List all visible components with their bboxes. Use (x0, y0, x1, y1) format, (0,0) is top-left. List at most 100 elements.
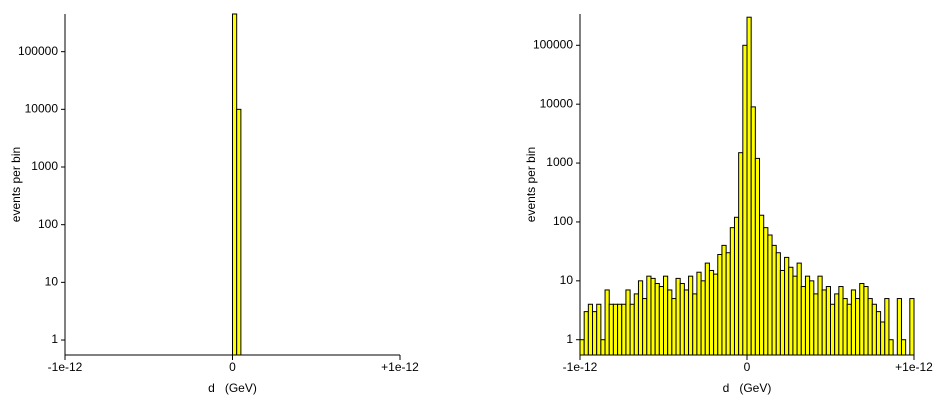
histogram-bar (875, 311, 882, 356)
y-tick-label: 100000 (18, 44, 58, 58)
histogram-bar (900, 339, 907, 356)
histogram-bar (625, 289, 631, 356)
histogram-bar (236, 108, 242, 356)
x-tick-label: 0 (744, 360, 751, 374)
y-tick-label: 1000 (31, 159, 58, 173)
histogram-bar (725, 252, 731, 356)
histogram-bar (717, 253, 723, 356)
histogram-bar (796, 262, 802, 356)
histogram-bar (871, 303, 877, 356)
histogram-bar (629, 303, 635, 356)
histogram-bar (583, 311, 589, 356)
histogram-bar (704, 262, 710, 356)
histogram-bar (608, 303, 614, 356)
histogram-bar (596, 303, 602, 356)
histogram-bar (809, 280, 815, 356)
y-tick-label: 100 (38, 217, 58, 231)
y-tick-label: 1 (51, 332, 58, 346)
x-axis-label: d (GeV) (723, 381, 772, 395)
histogram-bar (637, 280, 644, 356)
histogram-bar (779, 269, 786, 356)
y-tick-label: 100 (553, 214, 573, 228)
histogram-bar (232, 13, 238, 356)
histogram-bar (683, 289, 690, 356)
histogram-bar (633, 293, 639, 356)
histogram-bar (834, 293, 840, 356)
histogram-bar (821, 289, 827, 356)
histogram-bar (738, 152, 744, 356)
histogram-bar (604, 289, 610, 356)
histogram-bar (888, 339, 894, 356)
y-tick-label: 1000 (546, 155, 573, 169)
y-tick-label: 10 (560, 273, 574, 287)
histogram-bar (729, 227, 735, 356)
x-tick-label: +1e-12 (381, 360, 419, 374)
histogram-bar (587, 303, 594, 356)
histogram-bar (708, 269, 715, 356)
histogram-bar (579, 339, 585, 356)
x-tick-label: -1e-12 (48, 360, 83, 374)
y-tick-label: 100000 (533, 37, 573, 51)
y-tick-label: 10000 (25, 102, 59, 116)
histogram-bar (721, 244, 727, 356)
x-tick-label: 0 (229, 360, 236, 374)
x-axis-label: d (GeV) (208, 381, 257, 395)
histogram-bar (750, 106, 756, 356)
histogram-bar (767, 234, 773, 356)
y-tick-label: 10000 (540, 96, 574, 110)
histogram-bar (863, 286, 869, 356)
y-axis-label: events per bin (524, 147, 538, 222)
histogram-bar (663, 275, 669, 356)
y-tick-label: 10 (45, 275, 59, 289)
histogram-bar (788, 266, 794, 356)
histogram-bar (675, 277, 681, 356)
histogram-bar (842, 298, 848, 356)
histogram-bar (646, 275, 652, 356)
histogram-bar (692, 293, 698, 356)
histogram-bar (855, 298, 861, 356)
histogram-bar (800, 286, 806, 356)
histogram-bar (742, 44, 748, 356)
histogram-bar (700, 280, 706, 356)
histogram-bar (642, 298, 648, 356)
x-tick-label: -1e-12 (563, 360, 598, 374)
histogram-bar (600, 339, 606, 356)
histogram-bar (867, 298, 873, 356)
histogram-bar (909, 298, 915, 356)
histogram-bar (850, 289, 857, 356)
histogram-bar (884, 298, 890, 356)
histogram-bar (688, 275, 694, 356)
histogram-bar (817, 275, 823, 356)
histogram-bar (804, 275, 811, 356)
histogram-bar (775, 252, 781, 356)
histogram-bar (592, 311, 598, 356)
histogram-bar (754, 157, 761, 356)
histogram-bar (896, 298, 902, 356)
histogram-bar (671, 298, 677, 356)
histogram-bar (667, 289, 673, 356)
histogram-bar (792, 275, 798, 356)
y-axis-label: events per bin (9, 147, 23, 222)
histogram-bar (713, 273, 719, 356)
histogram-bar (771, 244, 777, 356)
histogram-bar (859, 283, 865, 356)
histogram-bar (658, 286, 665, 356)
histogram-bar (759, 214, 765, 356)
histogram-bar (654, 283, 660, 356)
histogram-bar (746, 16, 752, 356)
histogram-bar (846, 303, 852, 356)
histogram-bar (784, 256, 790, 356)
histogram-bar (621, 303, 627, 356)
histogram-bar (813, 293, 819, 356)
histogram-bar (825, 286, 832, 356)
histogram-bar (679, 283, 685, 356)
histogram-bar (617, 303, 623, 356)
histogram-bar (838, 286, 844, 356)
histogram-bar (650, 277, 656, 356)
x-tick-label: +1e-12 (895, 360, 933, 374)
y-tick-label: 1 (566, 332, 573, 346)
histogram-bar (880, 321, 886, 356)
histogram-bar (830, 303, 836, 356)
histogram-bar (733, 216, 740, 356)
